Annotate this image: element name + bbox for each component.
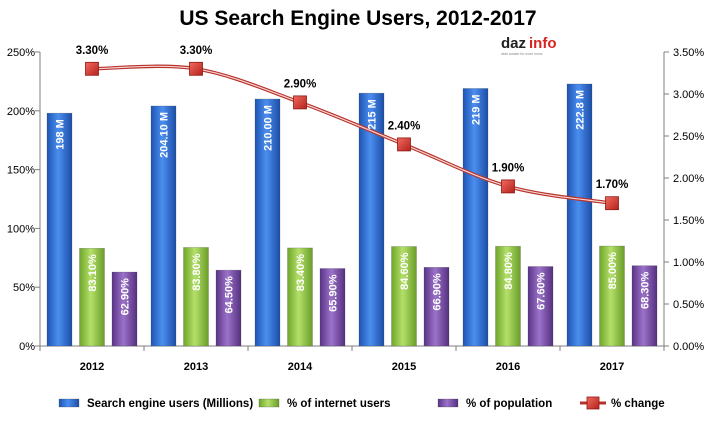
legend-change: % change bbox=[580, 396, 665, 410]
internet-users-pct-label: 83.40% bbox=[295, 254, 307, 292]
change-marker bbox=[501, 179, 515, 194]
change-marker bbox=[605, 196, 619, 211]
legend-search-users-label: Search engine users (Millions) bbox=[87, 398, 253, 410]
population-pct-label: 68.30% bbox=[640, 271, 652, 309]
percent-change-line bbox=[85, 61, 619, 211]
search-users-bar bbox=[254, 98, 281, 347]
search-users-label: 210.00 M bbox=[263, 105, 275, 151]
population-pct-label: 64.50% bbox=[224, 276, 236, 314]
internet-users-pct-bar bbox=[495, 245, 521, 347]
population-pct-bar bbox=[527, 266, 554, 347]
x-category-label: 2014 bbox=[288, 361, 313, 373]
svg-text:info: info bbox=[529, 35, 557, 52]
internet-users-pct-label: 84.80% bbox=[503, 252, 515, 290]
chart-title: US Search Engine Users, 2012-2017 bbox=[179, 7, 536, 30]
dazinfo-logo: daz info wide awake for more news bbox=[501, 35, 557, 56]
change-label: 3.30% bbox=[180, 45, 213, 57]
search-users-bar bbox=[46, 112, 73, 347]
legend-search-users-swatch bbox=[58, 398, 80, 408]
change-marker bbox=[397, 137, 411, 152]
legend-internet-users-pct: % of internet users bbox=[258, 398, 391, 410]
axes: 0% 50% 100% 150% 200% 250% 0.00% 0.50% 1.00% 1.50… bbox=[7, 47, 705, 373]
population-pct-label: 67.60% bbox=[536, 272, 548, 310]
search-users-label: 222.8 M bbox=[575, 90, 587, 130]
left-tick-label: 250% bbox=[7, 47, 35, 59]
internet-users-pct-label: 83.80% bbox=[191, 253, 203, 291]
change-label: 2.40% bbox=[388, 120, 421, 132]
population-pct-bar bbox=[319, 268, 346, 347]
right-tick-label: 0.00% bbox=[673, 341, 704, 353]
internet-users-pct-bar bbox=[287, 247, 313, 347]
right-tick-label: 3.50% bbox=[673, 47, 704, 59]
left-tick-label: 0% bbox=[19, 341, 35, 353]
right-tick-label: 1.00% bbox=[673, 257, 704, 269]
left-tick-label: 50% bbox=[13, 282, 35, 294]
legend-search-users: Search engine users (Millions) bbox=[58, 398, 253, 410]
change-line-inner bbox=[91, 65, 613, 204]
change-label: 1.90% bbox=[492, 162, 525, 174]
logo-tagline: wide awake for more news bbox=[501, 52, 543, 56]
search-users-bar bbox=[462, 88, 489, 347]
right-tick-label: 2.00% bbox=[673, 173, 704, 185]
right-tick-label: 3.00% bbox=[673, 89, 704, 101]
svg-text:daz: daz bbox=[501, 35, 526, 52]
change-marker bbox=[189, 61, 203, 76]
change-label: 2.90% bbox=[284, 78, 317, 90]
population-pct-label: 62.90% bbox=[120, 278, 132, 316]
x-category-label: 2016 bbox=[496, 361, 520, 373]
right-tick-label: 2.50% bbox=[673, 131, 704, 143]
bars bbox=[46, 83, 658, 347]
internet-users-pct-label: 83.10% bbox=[87, 254, 99, 292]
change-label: 1.70% bbox=[596, 179, 629, 191]
change-marker bbox=[85, 61, 99, 76]
legend-population-pct-label: % of population bbox=[466, 398, 552, 410]
internet-users-pct-label: 84.60% bbox=[399, 252, 411, 290]
right-tick-label: 0.50% bbox=[673, 299, 704, 311]
x-category-label: 2017 bbox=[600, 361, 624, 373]
internet-users-pct-bar bbox=[183, 247, 209, 347]
legend-population-pct-swatch bbox=[437, 398, 459, 408]
internet-users-pct-bar bbox=[79, 247, 105, 347]
search-users-bar bbox=[150, 105, 177, 347]
population-pct-bar bbox=[631, 265, 658, 347]
data-labels: 198 M 83.10% 62.90% 204.10 M 83.80% 64.50% 210… bbox=[55, 45, 652, 316]
internet-users-pct-bar bbox=[391, 246, 417, 347]
search-users-label: 204.10 M bbox=[159, 112, 171, 158]
change-marker bbox=[293, 95, 307, 110]
x-category-label: 2012 bbox=[80, 361, 104, 373]
internet-users-pct-bar bbox=[599, 245, 625, 347]
left-tick-label: 150% bbox=[7, 165, 35, 177]
legend-change-label: % change bbox=[611, 398, 665, 410]
legend: Search engine users (Millions) % of inter… bbox=[58, 396, 665, 410]
internet-users-pct-label: 85.00% bbox=[607, 252, 619, 290]
population-pct-bar bbox=[111, 271, 138, 347]
population-pct-label: 66.90% bbox=[432, 273, 444, 311]
population-pct-label: 65.90% bbox=[328, 274, 340, 312]
search-users-bar bbox=[566, 83, 593, 347]
x-category-label: 2015 bbox=[392, 361, 416, 373]
right-tick-label: 1.50% bbox=[673, 215, 704, 227]
population-pct-bar bbox=[215, 269, 242, 347]
change-label: 3.30% bbox=[76, 45, 109, 57]
search-users-label: 215 M bbox=[367, 99, 379, 130]
left-tick-label: 200% bbox=[7, 106, 35, 118]
x-category-label: 2013 bbox=[184, 361, 208, 373]
search-users-label: 219 M bbox=[471, 94, 483, 125]
legend-internet-users-pct-label: % of internet users bbox=[287, 398, 391, 410]
left-tick-label: 100% bbox=[7, 223, 35, 235]
population-pct-bar bbox=[423, 267, 450, 347]
legend-change-swatch-marker bbox=[586, 396, 600, 410]
search-users-label: 198 M bbox=[55, 119, 67, 150]
legend-population-pct: % of population bbox=[437, 398, 552, 410]
legend-internet-users-pct-swatch bbox=[258, 398, 280, 408]
